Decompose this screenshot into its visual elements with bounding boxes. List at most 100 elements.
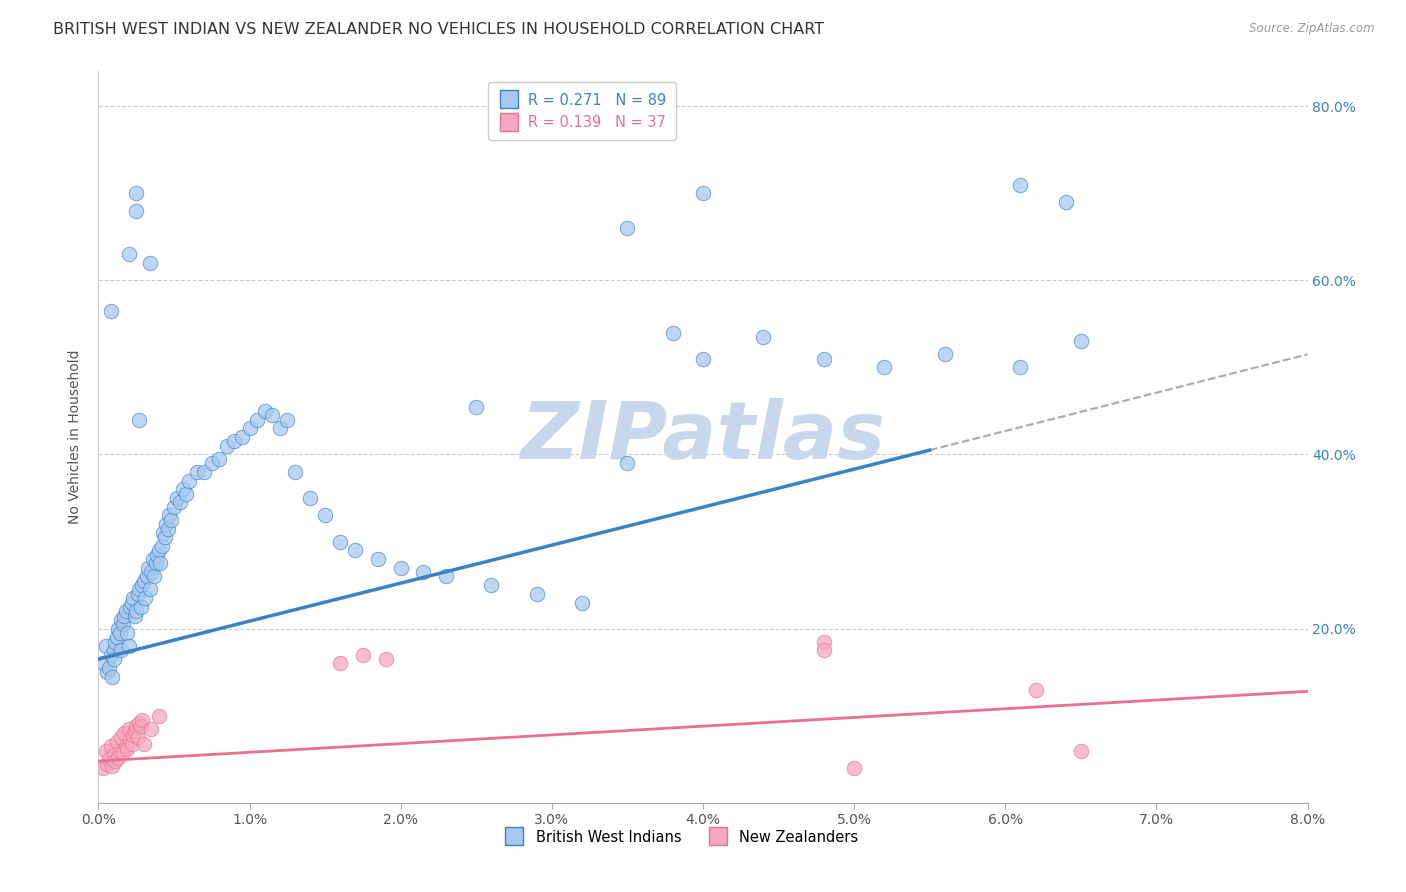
Point bbox=[134, 591, 156, 606]
Point bbox=[201, 456, 224, 470]
Point bbox=[352, 648, 374, 662]
Point bbox=[132, 737, 155, 751]
Point bbox=[1010, 178, 1032, 192]
Point bbox=[146, 548, 169, 562]
Point bbox=[103, 643, 125, 657]
Point bbox=[813, 351, 835, 366]
Point bbox=[114, 739, 136, 754]
Point bbox=[148, 708, 170, 723]
Point bbox=[103, 747, 125, 762]
Point bbox=[329, 534, 352, 549]
Point bbox=[179, 474, 201, 488]
Point bbox=[101, 669, 124, 683]
Point bbox=[752, 330, 775, 344]
Point bbox=[112, 608, 135, 623]
Point bbox=[169, 495, 191, 509]
Point bbox=[128, 715, 150, 730]
Point bbox=[367, 552, 389, 566]
Point bbox=[118, 639, 141, 653]
Point bbox=[661, 326, 683, 340]
Point bbox=[98, 752, 121, 766]
Point bbox=[142, 552, 165, 566]
Point bbox=[115, 626, 138, 640]
Point bbox=[105, 631, 128, 645]
Point bbox=[174, 486, 197, 500]
Point bbox=[262, 409, 284, 423]
Point bbox=[104, 634, 127, 648]
Point bbox=[163, 500, 186, 514]
Point bbox=[128, 582, 150, 597]
Point bbox=[110, 613, 132, 627]
Point bbox=[224, 434, 246, 449]
Point bbox=[139, 256, 162, 270]
Point bbox=[253, 404, 276, 418]
Point bbox=[120, 733, 142, 747]
Point bbox=[314, 508, 336, 523]
Point bbox=[100, 739, 122, 754]
Point bbox=[128, 412, 150, 426]
Point bbox=[101, 759, 124, 773]
Point bbox=[127, 587, 149, 601]
Point bbox=[269, 421, 291, 435]
Point bbox=[127, 730, 149, 744]
Point bbox=[111, 617, 134, 632]
Point bbox=[98, 661, 121, 675]
Point bbox=[103, 652, 125, 666]
Point bbox=[108, 626, 131, 640]
Point bbox=[114, 604, 136, 618]
Point bbox=[1070, 743, 1092, 757]
Point bbox=[571, 595, 593, 609]
Point bbox=[122, 591, 145, 606]
Point bbox=[616, 221, 638, 235]
Point bbox=[141, 565, 163, 579]
Point bbox=[246, 412, 269, 426]
Point bbox=[166, 491, 188, 505]
Point bbox=[121, 737, 143, 751]
Point bbox=[465, 400, 488, 414]
Point bbox=[108, 743, 131, 757]
Point bbox=[160, 513, 183, 527]
Point bbox=[481, 578, 503, 592]
Point bbox=[934, 347, 956, 361]
Point bbox=[107, 622, 129, 636]
Point bbox=[131, 578, 153, 592]
Point bbox=[125, 604, 148, 618]
Text: BRITISH WEST INDIAN VS NEW ZEALANDER NO VEHICLES IN HOUSEHOLD CORRELATION CHART: BRITISH WEST INDIAN VS NEW ZEALANDER NO … bbox=[53, 22, 824, 37]
Point bbox=[120, 599, 142, 614]
Point bbox=[91, 761, 114, 775]
Text: Source: ZipAtlas.com: Source: ZipAtlas.com bbox=[1250, 22, 1375, 36]
Point bbox=[692, 186, 714, 201]
Point bbox=[131, 713, 153, 727]
Point bbox=[135, 569, 157, 583]
Legend: British West Indians, New Zealanders: British West Indians, New Zealanders bbox=[494, 823, 865, 850]
Text: ZIPatlas: ZIPatlas bbox=[520, 398, 886, 476]
Point bbox=[374, 652, 396, 666]
Point bbox=[186, 465, 208, 479]
Point bbox=[118, 722, 141, 736]
Point bbox=[1070, 334, 1092, 349]
Point bbox=[1010, 360, 1032, 375]
Point bbox=[873, 360, 896, 375]
Point bbox=[155, 517, 177, 532]
Point bbox=[122, 728, 145, 742]
Point bbox=[118, 247, 141, 261]
Point bbox=[148, 543, 170, 558]
Point bbox=[149, 557, 172, 571]
Point bbox=[1025, 682, 1047, 697]
Point bbox=[389, 560, 412, 574]
Point bbox=[111, 745, 134, 759]
Point bbox=[107, 750, 129, 764]
Point bbox=[121, 595, 143, 609]
Point bbox=[110, 731, 132, 745]
Point bbox=[616, 456, 638, 470]
Point bbox=[1054, 194, 1077, 209]
Point bbox=[105, 735, 128, 749]
Point bbox=[208, 451, 231, 466]
Point bbox=[139, 582, 162, 597]
Point bbox=[156, 521, 179, 535]
Point bbox=[91, 657, 114, 671]
Y-axis label: No Vehicles in Household: No Vehicles in Household bbox=[69, 350, 83, 524]
Point bbox=[150, 539, 173, 553]
Point bbox=[276, 412, 298, 426]
Point bbox=[434, 569, 457, 583]
